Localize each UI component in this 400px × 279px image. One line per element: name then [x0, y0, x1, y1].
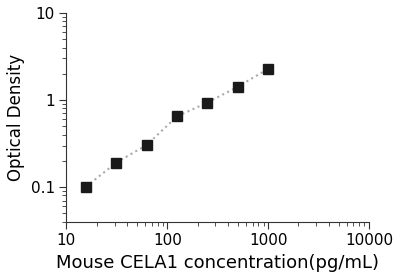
Y-axis label: Optical Density: Optical Density — [7, 54, 25, 181]
X-axis label: Mouse CELA1 concentration(pg/mL): Mouse CELA1 concentration(pg/mL) — [56, 254, 379, 272]
